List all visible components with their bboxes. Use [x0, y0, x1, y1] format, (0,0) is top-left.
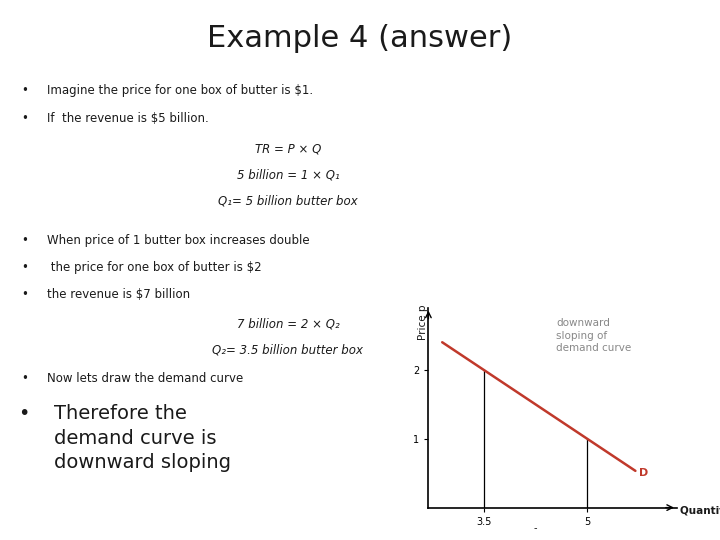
Text: the price for one box of butter is $2: the price for one box of butter is $2 — [47, 261, 261, 274]
Text: downward
sloping of
demand curve: downward sloping of demand curve — [556, 318, 631, 353]
Text: TR = P × Q: TR = P × Q — [255, 143, 321, 156]
Text: D: D — [639, 468, 648, 478]
Text: •: • — [22, 234, 29, 247]
Text: •: • — [18, 404, 30, 423]
Text: If  the revenue is $5 billion.: If the revenue is $5 billion. — [47, 112, 209, 125]
Text: the revenue is $7 billion: the revenue is $7 billion — [47, 288, 190, 301]
Text: Price p: Price p — [418, 305, 428, 340]
Text: •: • — [22, 84, 29, 97]
Text: Q₂= 3.5 billion butter box: Q₂= 3.5 billion butter box — [212, 343, 364, 356]
Text: 7 billion = 2 × Q₂: 7 billion = 2 × Q₂ — [237, 318, 339, 330]
Text: -: - — [534, 523, 537, 533]
Text: •: • — [22, 288, 29, 301]
Text: •: • — [22, 372, 29, 385]
Text: •: • — [22, 261, 29, 274]
Text: Now lets draw the demand curve: Now lets draw the demand curve — [47, 372, 243, 385]
Text: When price of 1 butter box increases double: When price of 1 butter box increases dou… — [47, 234, 310, 247]
Text: 5 billion = 1 × Q₁: 5 billion = 1 × Q₁ — [237, 168, 339, 181]
Text: Imagine the price for one box of butter is $1.: Imagine the price for one box of butter … — [47, 84, 313, 97]
Text: Quantity q: Quantity q — [680, 506, 720, 516]
Text: •: • — [22, 112, 29, 125]
Text: Q₁= 5 billion butter box: Q₁= 5 billion butter box — [218, 194, 358, 207]
Text: Example 4 (answer): Example 4 (answer) — [207, 24, 513, 53]
Text: Therefore the
demand curve is
downward sloping: Therefore the demand curve is downward s… — [54, 404, 231, 472]
